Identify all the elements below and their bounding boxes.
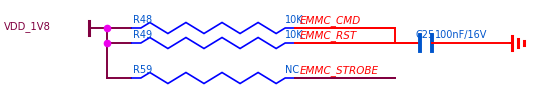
Text: EMMC_RST: EMMC_RST [300,30,357,41]
Text: EMMC_STROBE: EMMC_STROBE [300,65,379,76]
Text: 10K: 10K [285,30,304,40]
Text: EMMC_CMD: EMMC_CMD [300,15,361,26]
Text: C25: C25 [415,30,434,40]
Text: R49: R49 [133,30,152,40]
Text: R59: R59 [133,65,152,75]
Text: 100nF/16V: 100nF/16V [435,30,487,40]
Text: 10K: 10K [285,15,304,25]
Text: NC: NC [285,65,299,75]
Text: VDD_1V8: VDD_1V8 [4,22,51,32]
Text: R48: R48 [133,15,152,25]
